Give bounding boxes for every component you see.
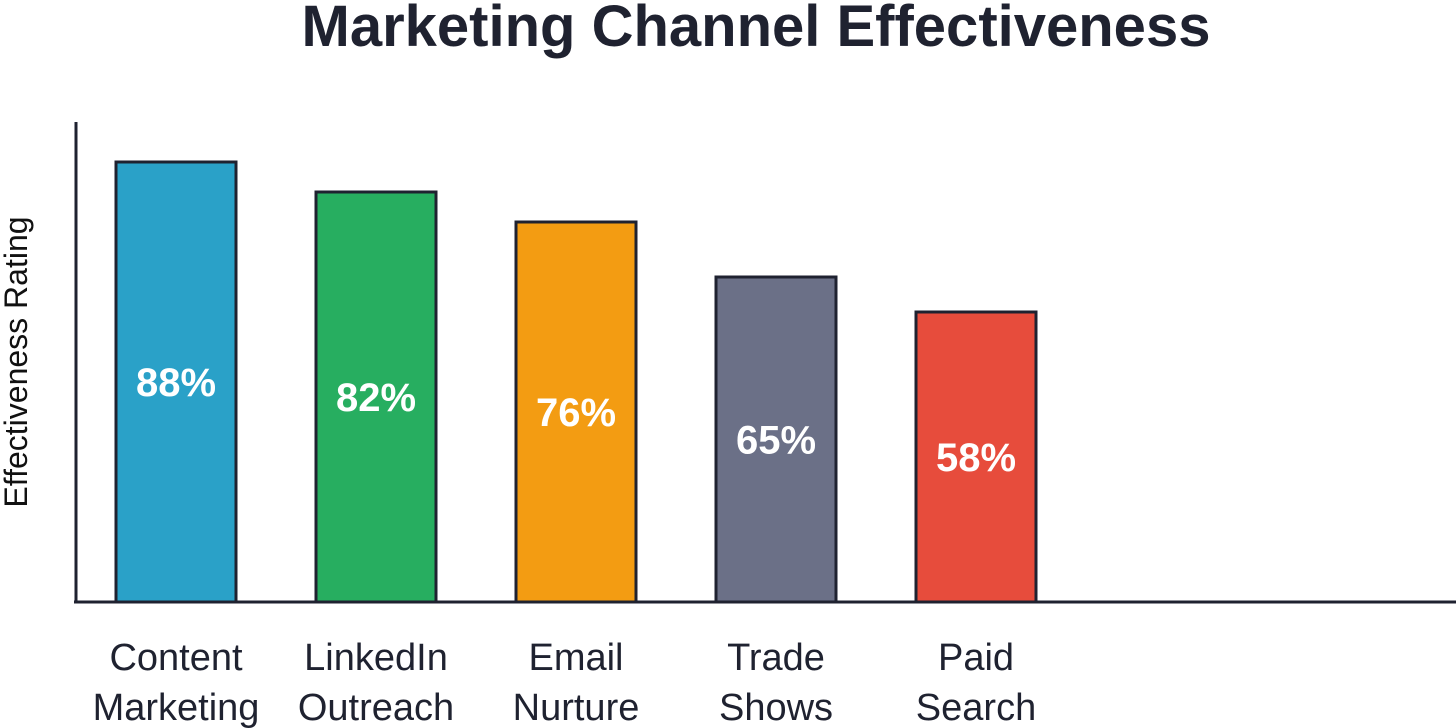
- x-tick-label: Trade: [727, 637, 825, 679]
- bar: [314, 190, 438, 604]
- x-tick-labels: Content Marketing LinkedIn Outreach Email Nur…: [93, 637, 1037, 728]
- bar-value-label: 65%: [736, 419, 816, 463]
- chart-title: Marketing Channel Effectiveness: [302, 0, 1211, 59]
- bar: [114, 160, 238, 604]
- x-tick-label: Content: [109, 637, 243, 679]
- bar-value-label: 82%: [336, 376, 416, 420]
- bar: [514, 220, 638, 604]
- x-tick-label: Outreach: [298, 687, 454, 728]
- x-tick-label: LinkedIn: [304, 637, 448, 679]
- bar-value-label: 88%: [136, 361, 216, 405]
- x-tick-label: Search: [916, 687, 1036, 728]
- bars-group: 88% 82% 76% 65% 58%: [114, 160, 1038, 604]
- bar-value-label: 76%: [536, 391, 616, 435]
- x-tick-label: Nurture: [513, 687, 640, 728]
- bar-value-label: 58%: [936, 436, 1016, 480]
- x-tick-label: Marketing: [93, 687, 260, 728]
- y-axis-label: Effectiveness Rating: [0, 216, 34, 507]
- x-tick-label: Email: [528, 637, 623, 679]
- x-tick-label: Shows: [719, 687, 833, 728]
- bar: [714, 275, 838, 604]
- x-tick-label: Paid: [938, 637, 1014, 679]
